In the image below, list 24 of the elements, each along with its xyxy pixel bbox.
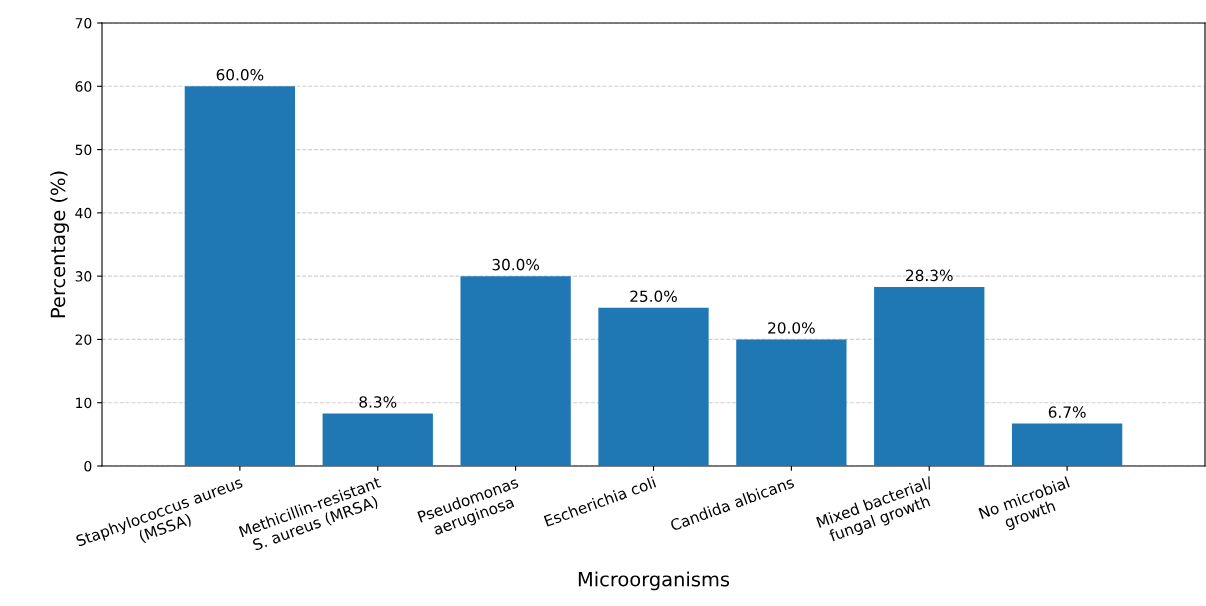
y-tick-label: 20 [75, 334, 92, 345]
y-tick-label: 10 [76, 397, 92, 409]
data-label: 20.0% [768, 322, 815, 334]
data-label: 6.7% [1048, 406, 1086, 418]
bar [184, 86, 296, 466]
y-tick-label: 70 [75, 17, 92, 29]
bar [322, 413, 433, 466]
data-label: 8.3% [359, 396, 397, 408]
y-tick-label: 0 [84, 460, 92, 472]
data-label: 25.0% [630, 290, 677, 303]
x-axis-title: Microorganisms [578, 571, 730, 591]
data-label: 30.0% [492, 258, 540, 271]
bar [598, 307, 709, 466]
y-tick-label: 60 [75, 81, 92, 92]
data-label: 60.0% [216, 68, 264, 81]
bar [460, 276, 571, 466]
bar [1011, 423, 1123, 466]
y-tick-label: 40 [75, 207, 92, 219]
y-tick-label: 50 [75, 144, 92, 156]
data-label: 28.3% [906, 269, 953, 282]
y-axis-title: Percentage (%) [50, 171, 70, 318]
bar [736, 339, 847, 466]
bar [874, 286, 985, 466]
y-tick-label: 30 [75, 271, 92, 282]
